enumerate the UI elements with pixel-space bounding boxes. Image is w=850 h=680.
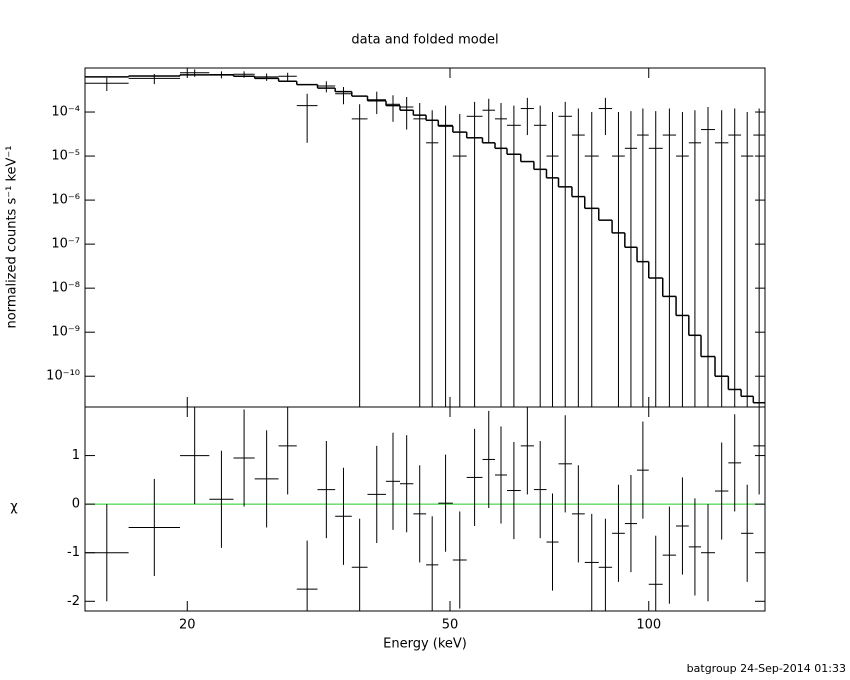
y-tick-label: 10⁻¹⁰ [46, 369, 80, 384]
y-axis-label: χ [10, 500, 18, 515]
chart-title: data and folded model [351, 33, 498, 48]
y-tick-label: 10⁻⁸ [51, 281, 80, 296]
x-axis-label: Energy (keV) [383, 637, 467, 652]
x-tick-label: 50 [442, 618, 459, 633]
y-tick-label: -2 [67, 594, 80, 609]
y-tick-label: -1 [67, 545, 80, 560]
y-tick-label: 10⁻⁵ [51, 149, 80, 164]
y-tick-label: 10⁻⁴ [51, 105, 80, 120]
y-tick-label: 10⁻⁹ [51, 325, 80, 340]
y-tick-label: 10⁻⁷ [51, 237, 80, 252]
plot-frame [84, 406, 766, 612]
top-panel [85, 69, 765, 407]
y-tick-label: 10⁻⁶ [51, 193, 80, 208]
x-tick-label: 100 [636, 618, 661, 633]
y-tick-label: 1 [72, 448, 80, 463]
y-axis-label: normalized counts s⁻¹ keV⁻¹ [5, 146, 20, 329]
y-tick-label: 0 [72, 497, 80, 512]
footer: batgroup 24-Sep-2014 01:33 [687, 662, 846, 675]
residual-panel [85, 407, 765, 611]
x-tick-label: 20 [179, 618, 196, 633]
